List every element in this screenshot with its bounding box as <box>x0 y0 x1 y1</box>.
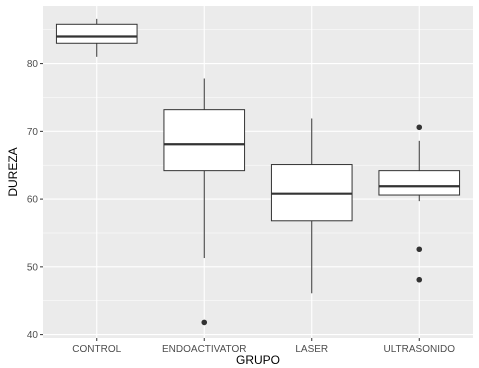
y-tick-label: 60 <box>27 195 39 206</box>
iqr-box <box>163 109 246 172</box>
box-series <box>55 18 461 326</box>
y-tick-label: 70 <box>27 127 39 138</box>
x-tick-label: LASER <box>295 344 328 355</box>
x-tick-label: ULTRASONIDO <box>384 344 456 355</box>
outlier-point <box>416 246 423 253</box>
x-tick-label: ENDOACTIVATOR <box>162 344 246 355</box>
x-axis-title: GRUPO <box>236 353 280 367</box>
y-axis-ticks: 40 50 60 70 80 <box>27 59 43 341</box>
box-control <box>55 18 138 57</box>
outlier-point <box>416 124 423 131</box>
outlier-point <box>416 276 423 283</box>
minor-gridlines <box>43 29 473 301</box>
iqr-box <box>378 170 461 196</box>
box-laser <box>270 118 353 294</box>
x-tick-label: CONTROL <box>72 344 121 355</box>
outlier-point <box>201 319 208 326</box>
y-axis-title: DUREZA <box>6 147 20 196</box>
box-endoactivator <box>163 78 246 326</box>
box-ultrasonido <box>378 124 461 283</box>
x-axis-ticks: CONTROL ENDOACTIVATOR LASER ULTRASONIDO <box>72 338 455 355</box>
y-tick-label: 40 <box>27 330 39 341</box>
y-tick-label: 50 <box>27 262 39 273</box>
iqr-box <box>55 23 138 44</box>
y-tick-label: 80 <box>27 59 39 70</box>
